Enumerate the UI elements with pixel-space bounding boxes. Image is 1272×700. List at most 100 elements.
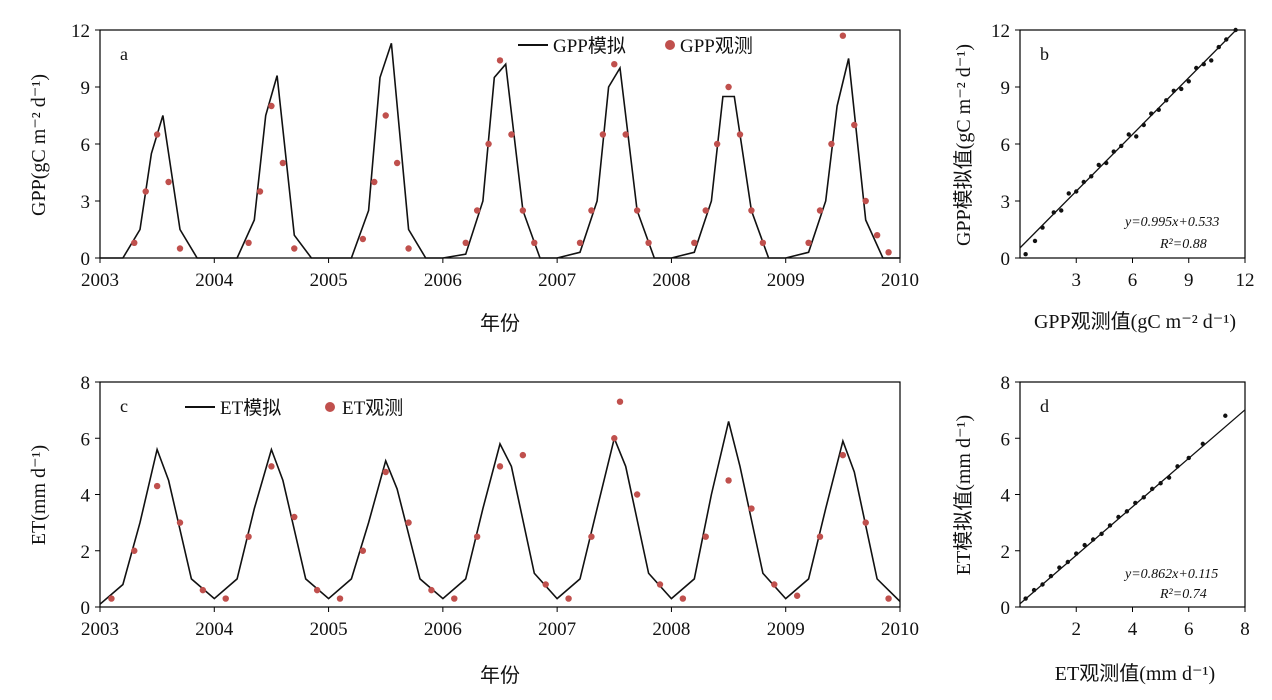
x-tick-label-a: 2009 [767,270,805,291]
data-point-a-observed [828,140,835,148]
data-point-c-observed [336,595,344,602]
data-point-c-observed [313,586,321,594]
data-point-b [1134,134,1139,139]
data-point-c-observed [611,435,618,442]
x-tick-label-d: 4 [1128,619,1138,640]
legend-c: ET模拟 ET观测 [185,397,403,419]
x-axis-label-a: 年份 [480,312,520,335]
y-tick-label-a: 0 [81,249,91,270]
x-tick-label-c: 2004 [195,619,234,640]
legend-label-et-simulated: ET模拟 [220,397,281,419]
data-point-c-observed [565,595,572,602]
data-point-a-observed [816,207,824,214]
data-point-b [1032,238,1038,244]
data-point-b [1059,208,1064,213]
data-point-c-observed [862,519,869,526]
x-tick-label-a: 2007 [538,270,576,291]
panel-c: c ET模拟 ET观测 年份 ET(mm d⁻¹) [28,381,901,687]
data-point-c-observed [382,468,389,476]
x-tick-label-b: 12 [1236,270,1255,291]
x-tick-label-d: 6 [1184,619,1194,640]
x-tick-label-c: 2010 [881,619,919,640]
data-point-a-observed [131,239,138,246]
y-axis-label-c: ET(mm d⁻¹) [28,445,50,545]
x-tick-label-b: 9 [1184,270,1194,291]
panel-label-c: c [120,396,128,416]
data-point-a-observed [245,239,252,246]
axis-ticks-d: 2 4 6 8 0 2 4 6 8 [1001,373,1250,640]
legend-marker-et-observed [325,402,335,412]
data-point-a-observed [291,245,298,252]
data-point-c-observed [702,533,709,540]
y-axis-label-a: GPP(gC m⁻² d⁻¹) [28,74,50,216]
y-tick-label-c: 0 [81,598,91,619]
data-point-c-observed [633,491,641,498]
data-point-a-observed [862,197,869,205]
y-tick-label-b: 12 [991,21,1010,42]
y-tick-label-c: 4 [81,486,91,507]
data-point-b [1209,58,1214,63]
x-tick-label-c: 2007 [538,619,576,640]
data-point-a-observed [885,249,892,256]
data-point-a-observed [748,207,755,214]
data-point-a-observed [736,131,744,138]
panel-b: b y=0.995x+0.533 R²=0.88 GPP观测值(gC m⁻² d… [952,29,1246,333]
data-point-c-observed [725,477,732,484]
series-points-c-observed [108,398,892,602]
data-point-c-observed [405,519,412,526]
data-point-a-observed [622,131,629,138]
data-point-c-observed [839,451,847,459]
y-tick-label-b: 0 [1001,249,1011,270]
x-tick-label-a: 2010 [881,270,919,291]
data-point-a-observed [725,83,732,91]
data-point-c-observed [131,547,138,554]
x-tick-label-a: 2003 [81,270,119,291]
data-point-a-observed [371,178,378,186]
series-line-a-simulated [100,43,900,259]
data-point-a-observed [462,239,469,246]
regression-line-b [1019,29,1237,249]
y-tick-label-d: 0 [1001,598,1011,619]
data-point-c-observed [496,463,504,470]
data-point-c-observed [616,398,624,405]
y-tick-label-b: 6 [1001,135,1011,156]
regression-equation-d: y=0.862x+0.115 [1123,567,1218,582]
data-point-a-observed [576,239,584,246]
data-point-c-observed [428,586,435,594]
data-point-a-observed [496,57,504,64]
x-tick-label-c: 2003 [81,619,119,640]
panel-label-a: a [120,44,128,64]
y-tick-label-c: 6 [81,429,91,450]
chart-marks: 2003 2004 2005 2006 2007 2008 2009 201003691220… [71,21,1255,640]
data-point-a-observed [279,159,287,167]
data-point-d [1223,413,1228,418]
data-point-c-observed [816,533,824,540]
data-point-a-observed [759,239,767,246]
series-line-c-simulated [99,421,901,605]
x-tick-label-c: 2005 [310,619,348,640]
y-tick-label-a: 3 [81,192,91,213]
data-point-a-observed [599,131,607,138]
panel-label-b: b [1040,44,1049,64]
x-tick-label-c: 2009 [767,619,805,640]
x-axis-label-d: ET观测值(mm d⁻¹) [1055,662,1215,685]
panel-d: d y=0.862x+0.115 R²=0.74 ET观测值(mm d⁻¹) E… [952,381,1246,685]
x-tick-label-a: 2005 [310,270,348,291]
data-point-c-observed [588,533,595,540]
data-point-b [1126,132,1131,137]
x-axis-label-b: GPP观测值(gC m⁻² d⁻¹) [1034,310,1236,333]
data-point-b [1096,162,1101,168]
data-point-c-observed [222,595,229,602]
data-point-b [1023,252,1028,257]
data-point-a-observed [851,121,858,129]
data-point-a-observed [165,178,172,186]
data-point-c-observed [451,595,458,602]
scatter-points-b [1023,27,1238,257]
data-point-a-observed [485,140,492,148]
y-tick-label-a: 6 [81,135,91,156]
data-point-b [1066,191,1071,196]
data-point-a-observed [839,32,847,39]
y-axis-label-b: GPP模拟值(gC m⁻² d⁻¹) [952,44,975,246]
data-point-a-observed [691,239,698,246]
